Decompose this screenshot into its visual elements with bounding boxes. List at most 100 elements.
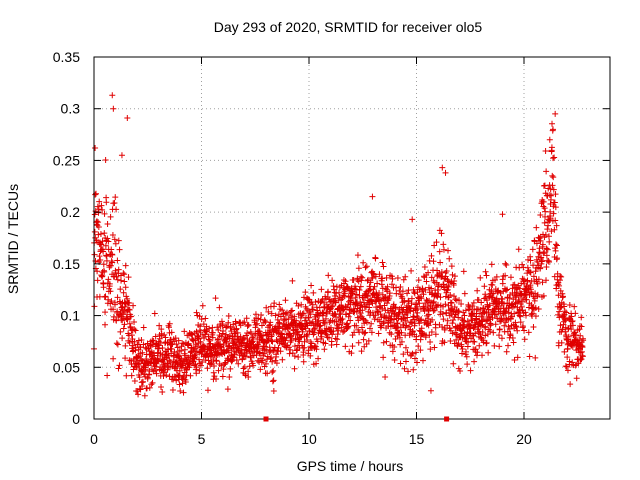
data-point — [270, 367, 277, 374]
data-point — [352, 283, 359, 290]
data-point — [206, 337, 213, 344]
data-point — [408, 351, 415, 358]
data-point — [517, 313, 524, 320]
data-point — [376, 290, 383, 297]
data-point — [272, 312, 279, 319]
data-point — [407, 308, 414, 315]
data-point — [176, 381, 183, 388]
data-point — [177, 387, 184, 394]
data-point — [320, 319, 327, 326]
data-point — [126, 299, 133, 306]
data-point — [287, 346, 294, 353]
data-point — [493, 273, 500, 280]
data-point — [513, 289, 520, 296]
data-point — [266, 322, 273, 329]
data-point — [502, 272, 509, 279]
data-point — [131, 378, 138, 385]
data-point — [137, 386, 144, 393]
data-point — [483, 339, 490, 346]
y-tick-label: 0.25 — [53, 152, 80, 168]
data-point — [430, 299, 437, 306]
data-point — [269, 378, 276, 385]
data-point — [183, 372, 190, 379]
y-axis-label: SRMTID / TECUs — [5, 184, 21, 294]
data-point — [270, 388, 277, 395]
data-point — [307, 352, 314, 359]
data-point — [566, 358, 573, 365]
data-point — [533, 224, 540, 231]
data-point — [197, 338, 204, 345]
data-point — [519, 275, 526, 282]
data-point — [435, 290, 442, 297]
data-point — [268, 337, 275, 344]
data-point — [196, 367, 203, 374]
data-point — [123, 372, 130, 379]
data-point — [112, 240, 119, 247]
data-point — [310, 306, 317, 313]
data-point — [345, 323, 352, 330]
data-point — [332, 295, 339, 302]
data-point — [125, 306, 132, 313]
data-point — [156, 322, 163, 329]
data-point — [318, 286, 325, 293]
data-point — [94, 277, 101, 284]
spike-point — [552, 110, 559, 117]
data-point — [219, 321, 226, 328]
data-point — [353, 291, 360, 298]
data-point — [482, 291, 489, 298]
data-point — [114, 341, 121, 348]
data-point — [364, 319, 371, 326]
data-point — [380, 320, 387, 327]
data-point — [401, 365, 408, 372]
data-point — [227, 325, 234, 332]
data-point — [220, 327, 227, 334]
data-point — [368, 320, 375, 327]
data-point — [215, 335, 222, 342]
data-point — [304, 331, 311, 338]
data-point — [240, 365, 247, 372]
data-point — [417, 347, 424, 354]
data-point — [428, 328, 435, 335]
data-point — [515, 246, 522, 253]
data-point — [253, 320, 260, 327]
data-point — [108, 246, 115, 253]
data-point — [523, 312, 530, 319]
data-point — [568, 326, 575, 333]
data-point — [328, 338, 335, 345]
data-point — [160, 359, 167, 366]
data-point — [313, 360, 320, 367]
data-point — [246, 363, 253, 370]
data-point — [92, 258, 99, 265]
data-point — [568, 318, 575, 325]
data-point — [102, 156, 109, 163]
data-point — [458, 343, 465, 350]
data-point — [325, 272, 332, 279]
data-point — [301, 317, 308, 324]
data-point — [377, 311, 384, 318]
y-tick-label: 0.3 — [61, 101, 81, 117]
data-point — [347, 317, 354, 324]
data-point — [180, 389, 187, 396]
data-point — [357, 298, 364, 305]
data-point — [159, 345, 166, 352]
data-point — [541, 219, 548, 226]
data-point — [471, 358, 478, 365]
data-point — [556, 314, 563, 321]
data-point — [451, 273, 458, 280]
data-point — [455, 314, 462, 321]
data-point — [391, 344, 398, 351]
data-point — [530, 323, 537, 330]
data-point — [348, 285, 355, 292]
data-point — [416, 300, 423, 307]
data-point — [423, 297, 430, 304]
data-point — [577, 332, 584, 339]
data-point — [440, 241, 447, 248]
data-point — [197, 362, 204, 369]
data-point — [557, 304, 564, 311]
data-point — [548, 192, 555, 199]
data-point — [444, 286, 451, 293]
data-point — [262, 360, 269, 367]
data-point — [440, 246, 447, 253]
data-point — [502, 308, 509, 315]
data-point — [420, 291, 427, 298]
